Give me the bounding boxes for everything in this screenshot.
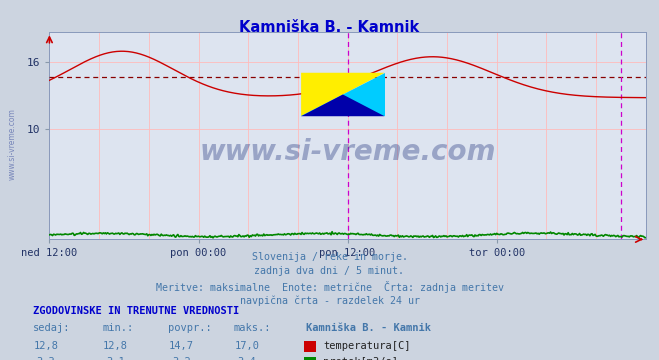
Text: pretok[m3/s]: pretok[m3/s] (323, 357, 398, 360)
Text: 12,8: 12,8 (34, 341, 59, 351)
Text: sedaj:: sedaj: (33, 323, 71, 333)
Polygon shape (301, 73, 385, 116)
Text: temperatura[C]: temperatura[C] (323, 341, 411, 351)
Text: 3,2: 3,2 (172, 357, 190, 360)
Text: Slovenija / reke in morje.: Slovenija / reke in morje. (252, 252, 407, 262)
Text: povpr.:: povpr.: (168, 323, 212, 333)
Text: 3,4: 3,4 (238, 357, 256, 360)
Text: Kamniška B. - Kamnik: Kamniška B. - Kamnik (239, 20, 420, 35)
Text: Kamniška B. - Kamnik: Kamniška B. - Kamnik (306, 323, 432, 333)
Text: 17,0: 17,0 (235, 341, 260, 351)
Text: zadnja dva dni / 5 minut.: zadnja dva dni / 5 minut. (254, 266, 405, 276)
Polygon shape (301, 73, 385, 116)
Polygon shape (301, 95, 385, 116)
Text: 12,8: 12,8 (103, 341, 128, 351)
Text: maks.:: maks.: (234, 323, 272, 333)
Text: www.si-vreme.com: www.si-vreme.com (8, 108, 17, 180)
Text: 3,3: 3,3 (37, 357, 55, 360)
Text: ZGODOVINSKE IN TRENUTNE VREDNOSTI: ZGODOVINSKE IN TRENUTNE VREDNOSTI (33, 306, 239, 316)
Text: navpična črta - razdelek 24 ur: navpična črta - razdelek 24 ur (239, 295, 420, 306)
Text: 14,7: 14,7 (169, 341, 194, 351)
Text: 3,1: 3,1 (106, 357, 125, 360)
Text: min.:: min.: (102, 323, 133, 333)
Text: Meritve: maksimalne  Enote: metrične  Črta: zadnja meritev: Meritve: maksimalne Enote: metrične Črta… (156, 281, 503, 293)
Text: www.si-vreme.com: www.si-vreme.com (200, 139, 496, 166)
